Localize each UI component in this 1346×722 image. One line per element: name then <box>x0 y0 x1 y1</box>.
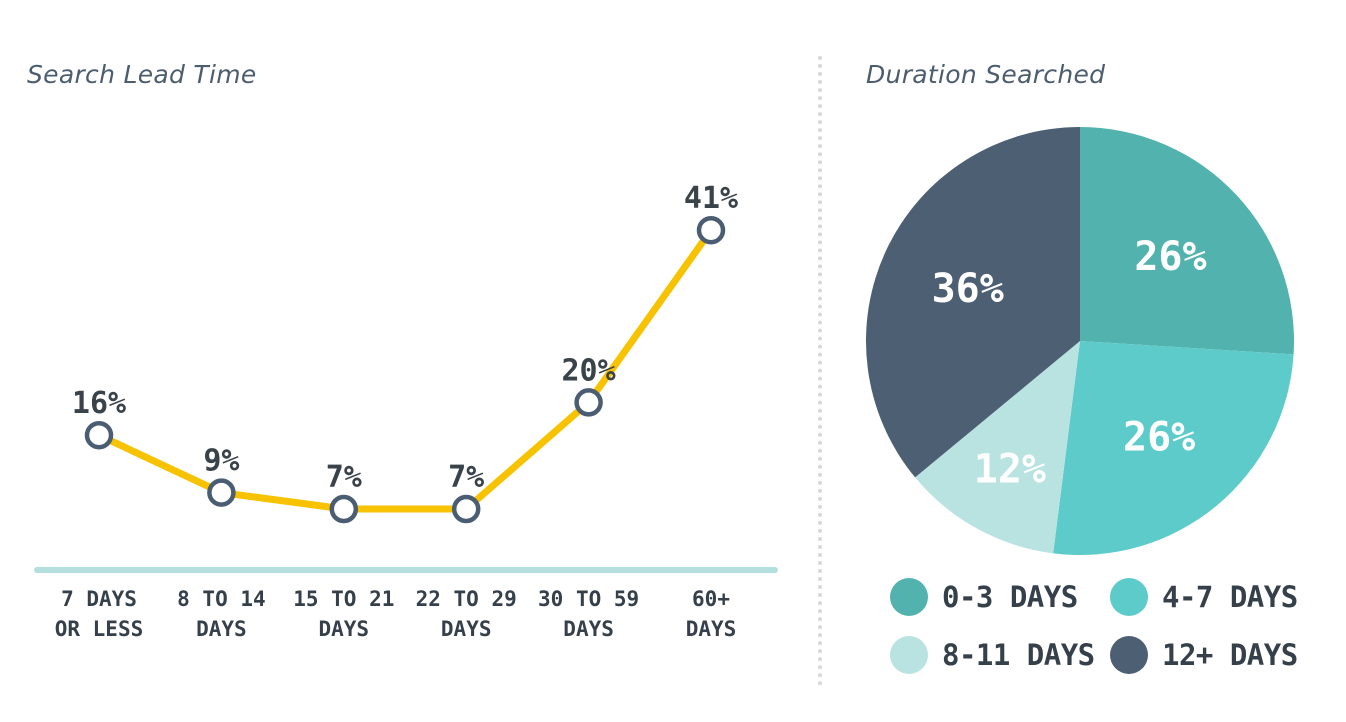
pie-slice-0-3-days <box>1080 127 1295 355</box>
legend-label-8-11-days: 8-11 DAYS <box>942 638 1095 672</box>
legend-item-8-11-days: 8-11 DAYS <box>890 636 1095 674</box>
x-tick-label-1: 7 DAYS OR LESS <box>55 587 144 641</box>
pie-slice-12-plus-days <box>866 127 1080 478</box>
legend-swatch-0-3-days <box>890 578 928 616</box>
legend-swatch-4-7-days <box>1110 578 1148 616</box>
data-label-5: 20% <box>562 353 616 388</box>
section-divider <box>818 56 822 686</box>
legend-swatch-8-11-days <box>890 636 928 674</box>
x-tick-label-2: 8 TO 14 DAYS <box>177 587 266 641</box>
data-label-1: 16% <box>72 386 126 421</box>
x-tick-label-5: 30 TO 59 DAYS <box>538 587 639 641</box>
legend-label-12-plus-days: 12+ DAYS <box>1162 638 1298 672</box>
pie-slice-8-11-days <box>915 341 1080 554</box>
pie-label-8-11-days: 12% <box>974 447 1046 493</box>
legend-label-0-3-days: 0-3 DAYS <box>942 580 1078 614</box>
data-point-3 <box>329 494 359 524</box>
data-label-6: 41% <box>684 181 738 216</box>
data-point-2 <box>207 478 236 507</box>
x-tick-label-6: 60+ DAYS <box>686 587 737 641</box>
legend-item-0-3-days: 0-3 DAYS <box>890 578 1078 616</box>
data-label-4: 7% <box>448 460 484 495</box>
data-point-1 <box>84 420 114 450</box>
pie-slice-4-7-days <box>1053 341 1294 555</box>
data-point-6 <box>696 215 726 245</box>
x-tick-label-3: 15 TO 21 DAYS <box>293 587 394 641</box>
legend-swatch-12-plus-days <box>1110 636 1148 674</box>
legend-label-4-7-days: 4-7 DAYS <box>1162 580 1298 614</box>
data-point-5 <box>574 388 603 417</box>
data-label-2: 9% <box>203 444 239 479</box>
legend-item-12-plus-days: 12+ DAYS <box>1110 636 1298 674</box>
data-label-3: 7% <box>326 460 362 495</box>
legend-item-4-7-days: 4-7 DAYS <box>1110 578 1298 616</box>
pie-label-4-7-days: 26% <box>1123 415 1195 461</box>
data-point-4 <box>451 494 481 524</box>
pie-label-12-plus-days: 36% <box>932 266 1004 312</box>
x-axis-baseline <box>34 567 778 573</box>
x-tick-label-4: 22 TO 29 DAYS <box>416 587 517 641</box>
pie-label-0-3-days: 26% <box>1134 234 1206 280</box>
line-chart-title: Search Lead Time <box>27 60 257 89</box>
pie-chart-title: Duration Searched <box>866 60 1106 89</box>
series-line <box>95 226 715 513</box>
